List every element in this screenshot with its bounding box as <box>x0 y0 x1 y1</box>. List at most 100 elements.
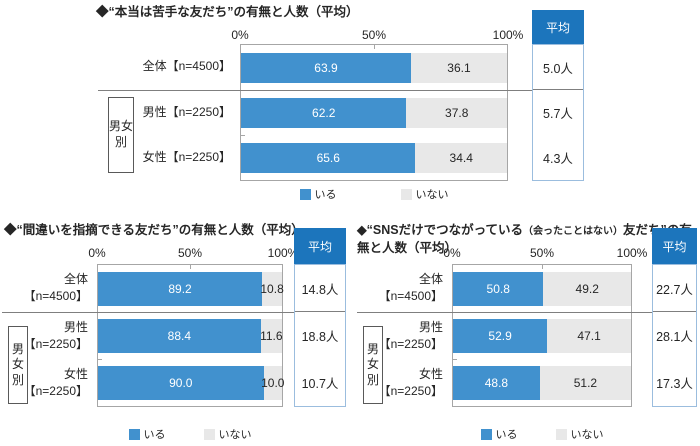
average-column: 22.7人 28.1人 17.3人 <box>652 264 697 407</box>
chart-title: ◆“間違いを指摘できる友だち”の有無と人数（平均） <box>4 223 304 237</box>
legend-swatch-inai <box>555 428 567 440</box>
bar-row-dansei: 52.9 47.1 <box>453 312 631 359</box>
bar-value-iru: 50.8 <box>486 281 510 296</box>
average-value-dansei: 18.8人 <box>301 330 339 344</box>
group-separator-line <box>98 90 584 91</box>
group-separator-line <box>357 312 697 313</box>
average-column: 5.0人 5.7人 4.3人 <box>532 44 584 181</box>
legend-label-inai: いない <box>218 429 252 441</box>
gender-group-box: 男女別 <box>8 326 28 404</box>
group-separator-line <box>2 312 346 313</box>
legend-swatch-iru <box>128 428 140 440</box>
bar-value-iru: 88.4 <box>167 328 191 343</box>
bar-value-iru: 89.2 <box>168 281 192 296</box>
gender-group-label: 男女別 <box>11 341 24 387</box>
chart-sns-dake-tomodachi: ◆“SNSだけでつながっている（会ったことはない）友だち”の有無と人数（平均） … <box>355 222 700 446</box>
legend-label-iru: いる <box>143 429 166 441</box>
chart-title: ◆“本当は苦手な友だち”の有無と人数（平均） <box>96 5 359 19</box>
bar-value-iru: 63.9 <box>314 60 338 75</box>
bar-segment-iru: 62.2 <box>241 97 407 128</box>
bar-segment-inai: 49.2 <box>543 271 631 306</box>
legend-swatch-iru <box>480 428 492 440</box>
legend-item-inai: いない <box>400 186 449 202</box>
bar-row-josei: 90.0 10.0 <box>98 359 285 406</box>
gender-group-box: 男女別 <box>363 326 383 404</box>
legend-swatch-inai <box>400 188 412 200</box>
average-value-dansei: 28.1人 <box>656 330 693 344</box>
bar-value-inai: 10.0 <box>261 375 285 390</box>
average-header: 平均 <box>532 10 584 44</box>
category-label-zentai: 全体 【n=4500】 <box>23 272 88 303</box>
legend-item-inai: いない <box>203 426 252 442</box>
chart-honto-nigate-tomodachi: ◆“本当は苦手な友だち”の有無と人数（平均） 0% 50% 100% 63.9 … <box>88 2 588 210</box>
bar-segment-iru: 50.8 <box>453 271 544 306</box>
average-value-josei: 17.3人 <box>656 377 693 391</box>
chart-title: ◆“SNSだけでつながっている（会ったことはない）友だち”の有無と人数（平均） <box>357 222 697 257</box>
bar-segment-inai: 37.8 <box>406 97 507 128</box>
bar-segment-iru: 52.9 <box>453 318 548 353</box>
bar-segment-inai: 11.6 <box>260 318 283 353</box>
chart-machigai-shiteki-tomodachi: ◆“間違いを指摘できる友だち”の有無と人数（平均） 0% 50% 100% 89… <box>0 222 348 446</box>
category-label-josei: 女性 【n=2250】 <box>23 367 88 398</box>
axis-tick-100: 100% <box>492 28 524 42</box>
legend-label-iru: いる <box>495 429 518 441</box>
bar-value-inai: 11.6 <box>260 328 283 343</box>
bar-value-iru: 52.9 <box>488 328 512 343</box>
axis-50-tick-mark <box>374 45 375 49</box>
average-value-josei: 10.7人 <box>301 377 339 391</box>
category-tick-mark <box>453 359 457 360</box>
gender-group-label: 男女別 <box>366 341 379 387</box>
average-value-zentai: 22.7人 <box>653 265 696 312</box>
plot-area: 63.9 36.1 62.2 37.8 65.6 <box>240 44 508 181</box>
legend-label-iru: いる <box>314 189 337 201</box>
bar-value-inai: 49.2 <box>575 281 599 296</box>
bar-segment-iru: 89.2 <box>98 271 263 306</box>
average-value-dansei: 5.7人 <box>543 107 573 121</box>
gender-group-box: 男女別 <box>108 97 134 173</box>
bar-segment-inai: 34.4 <box>415 142 507 173</box>
bar-segment-iru: 88.4 <box>98 318 261 353</box>
axis-tick-0: 0% <box>231 28 249 42</box>
average-header: 平均 <box>652 228 697 264</box>
bar-segment-iru: 90.0 <box>98 365 264 400</box>
legend-item-inai: いない <box>555 426 604 442</box>
bar-value-inai: 51.2 <box>573 375 598 390</box>
axis-50-tick-mark <box>190 265 191 269</box>
bar-value-inai: 10.8 <box>260 281 284 296</box>
legend-item-iru: いる <box>299 186 337 202</box>
bar-row-zentai: 89.2 10.8 <box>98 265 284 312</box>
bar-row-dansei: 62.2 37.8 <box>241 90 507 135</box>
gender-group-label: 男女別 <box>109 119 134 149</box>
bar-value-iru: 65.6 <box>316 150 340 165</box>
chart-title-small: （会ったことはない） <box>522 226 623 237</box>
bar-row-zentai: 50.8 49.2 <box>453 265 631 312</box>
axis-tick-50: 50% <box>361 28 387 42</box>
bar-value-inai: 47.1 <box>577 328 601 343</box>
bar-value-inai: 36.1 <box>447 60 471 75</box>
legend-item-iru: いる <box>480 426 518 442</box>
bar-segment-inai: 10.0 <box>261 365 285 400</box>
category-label-josei: 女性【n=2250】 <box>142 150 231 165</box>
axis-tick-100: 100% <box>267 246 299 260</box>
legend: いる いない <box>452 426 632 442</box>
axis-tick-0: 0% <box>443 246 461 260</box>
bar-segment-inai: 36.1 <box>410 52 507 83</box>
axis-tick-100: 100% <box>616 246 648 260</box>
average-value-zentai: 5.0人 <box>533 45 583 90</box>
category-label-zentai: 全体【n=4500】 <box>142 59 231 74</box>
average-value-zentai: 14.8人 <box>295 265 345 312</box>
bar-segment-inai: 47.1 <box>547 318 631 353</box>
legend-item-iru: いる <box>128 426 166 442</box>
bar-segment-iru: 63.9 <box>241 52 411 83</box>
category-tick-mark <box>241 135 245 136</box>
legend-swatch-inai <box>203 428 215 440</box>
bar-value-inai: 37.8 <box>445 105 469 120</box>
category-label-josei: 女性 【n=2250】 <box>378 367 443 398</box>
plot-area: 89.2 10.8 88.4 11.6 90.0 <box>97 264 285 407</box>
bar-segment-inai: 10.8 <box>260 271 284 306</box>
bar-row-josei: 65.6 34.4 <box>241 135 507 180</box>
bar-value-iru: 90.0 <box>169 375 193 390</box>
bar-segment-inai: 51.2 <box>539 365 631 400</box>
legend-label-inai: いない <box>570 429 604 441</box>
bar-row-dansei: 88.4 11.6 <box>98 312 283 359</box>
